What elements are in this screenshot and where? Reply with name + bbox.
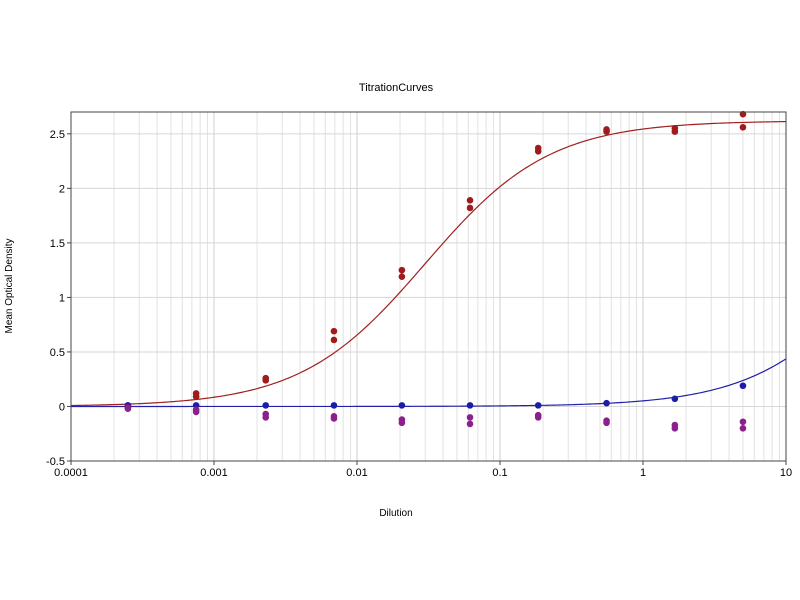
data-point — [671, 128, 679, 135]
data-point — [330, 327, 338, 335]
data-point — [262, 402, 270, 409]
data-point — [466, 402, 474, 409]
data-point — [466, 204, 474, 212]
y-tick-label: 1.5 — [50, 238, 65, 250]
x-tick-label: 0.0001 — [54, 467, 88, 479]
y-tick-label: -0.5 — [46, 456, 65, 468]
fit-curves — [70, 120, 787, 408]
data-point — [466, 414, 474, 421]
data-point — [739, 110, 747, 118]
data-point — [192, 393, 200, 400]
y-tick-label: 2.5 — [50, 129, 65, 141]
data-point — [262, 414, 270, 421]
data-point — [398, 402, 406, 409]
data-point — [534, 147, 542, 155]
data-point — [330, 402, 338, 409]
data-point — [603, 128, 610, 135]
data-point — [739, 382, 747, 390]
y-axis-ticks: -0.5 0 0.5 1 1.5 2 2.5 — [46, 129, 71, 468]
x-tick-label: 0.01 — [346, 467, 367, 479]
x-tick-label: 1 — [640, 467, 646, 479]
fit-curve — [70, 120, 787, 407]
data-points — [124, 110, 747, 432]
data-point — [739, 418, 747, 426]
chart-title: TitrationCurves — [359, 82, 434, 94]
plot-frame — [70, 111, 787, 462]
data-point — [398, 273, 406, 280]
data-point — [192, 408, 200, 416]
data-point — [330, 415, 338, 422]
data-point — [534, 402, 542, 409]
data-point — [671, 395, 679, 403]
y-tick-label: 0.5 — [50, 347, 65, 359]
data-point — [603, 399, 610, 407]
data-point — [534, 414, 542, 421]
x-axis-label: Dilution — [379, 508, 412, 519]
x-tick-label: 0.1 — [492, 467, 507, 479]
data-point — [262, 376, 270, 384]
y-tick-label: 2 — [59, 183, 65, 195]
x-tick-label: 10 — [780, 467, 792, 479]
data-point — [671, 424, 679, 432]
data-point — [330, 336, 338, 344]
fit-curve — [71, 358, 787, 408]
data-point — [739, 123, 747, 131]
data-point — [398, 266, 406, 274]
data-point — [739, 424, 747, 432]
y-tick-label: 0 — [59, 401, 65, 413]
data-point — [398, 419, 406, 427]
x-tick-label: 0.001 — [200, 467, 228, 479]
x-axis-ticks: 0.0001 0.001 0.01 0.1 1 10 — [54, 461, 792, 479]
y-axis-label: Mean Optical Density — [4, 238, 15, 333]
y-tick-label: 1 — [59, 292, 65, 304]
grid — [70, 112, 786, 462]
data-point — [466, 197, 474, 204]
data-point — [124, 405, 132, 412]
data-point — [603, 419, 610, 427]
data-point — [466, 420, 474, 428]
